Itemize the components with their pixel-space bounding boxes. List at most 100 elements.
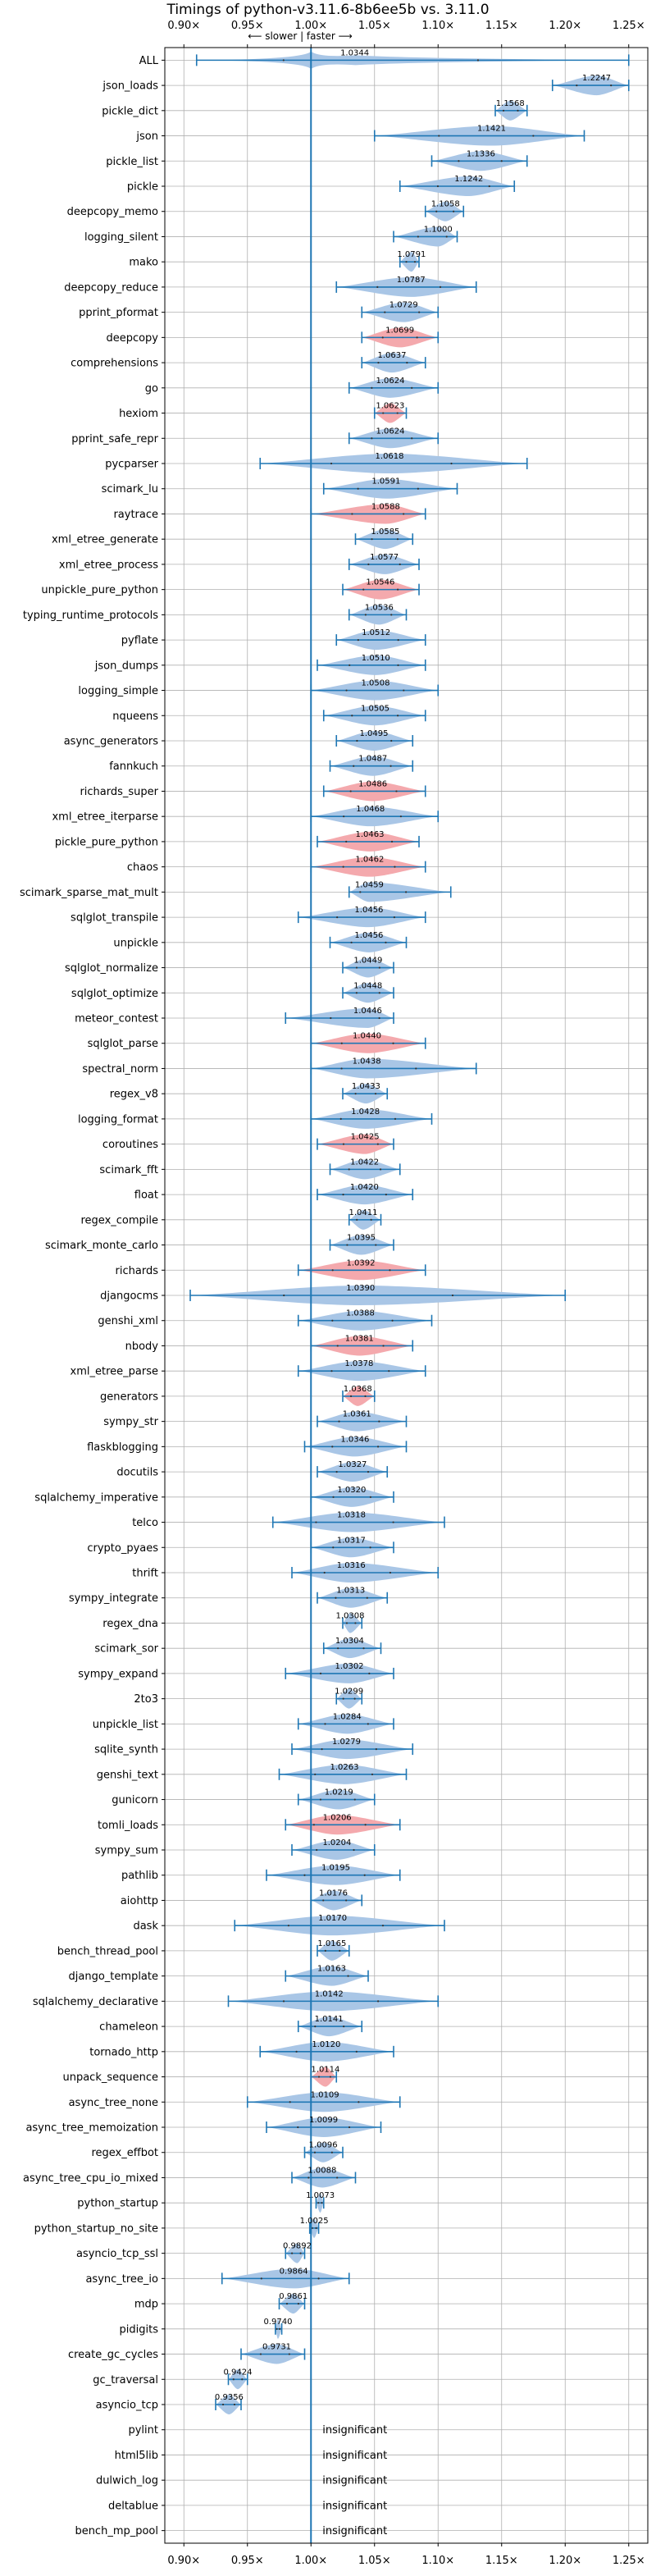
value-label: 1.0440 [353,1032,381,1041]
quartile-mark [377,2000,380,2003]
quartile-mark [297,2126,299,2129]
x-tick-label-bottom: 1.25× [613,2555,645,2567]
category-label: nqueens [112,710,158,723]
value-label: 1.0433 [352,1082,380,1091]
quartile-mark [377,361,380,364]
quartile-mark [371,386,373,389]
quartile-mark [417,487,419,490]
value-label: 1.0320 [337,1486,366,1495]
quartile-mark [355,966,358,969]
category-label: json_dumps [94,660,158,672]
value-label: 1.0585 [371,528,399,537]
quartile-mark [342,1143,345,1145]
value-label: 1.0204 [322,1838,351,1848]
category-label: logging_format [78,1113,158,1126]
quartile-mark [346,1244,348,1246]
quartile-mark [405,891,408,893]
value-label: 1.0096 [309,2141,338,2150]
quartile-mark [411,437,413,440]
quartile-mark [348,2126,351,2129]
quartile-mark [385,941,387,943]
value-label: 1.0411 [348,1208,377,1217]
value-label: 1.0487 [358,755,387,764]
category-label: pidigits [120,2323,159,2336]
value-label: 1.0316 [337,1561,366,1570]
category-label: typing_runtime_protocols [23,610,158,622]
quartile-mark [313,2151,317,2154]
x-tick-label-bottom: 0.90× [167,2555,200,2567]
value-label: 1.0449 [353,957,382,966]
quartile-mark [315,1521,317,1523]
category-label: pickle_pure_python [55,836,158,848]
quartile-mark [339,1949,341,1953]
category-label: bench_thread_pool [57,1945,158,1957]
category-label: pathlib [121,1870,158,1882]
quartile-mark [317,2202,320,2204]
quartile-mark [438,135,440,137]
quartile-mark [378,966,380,969]
quartile-mark [337,1647,339,1650]
x-tick-label-top: 1.15× [485,20,518,32]
quartile-mark [330,1016,332,1020]
quartile-mark [312,1824,315,1826]
category-label: crypto_pyaes [87,1542,158,1555]
quartile-mark [349,790,352,792]
value-label: 1.0163 [317,1965,346,1974]
quartile-mark [397,638,399,642]
category-label: spectral_norm [82,1063,158,1076]
category-label: scimark_sor [94,1643,158,1656]
value-label: 1.0624 [376,427,404,436]
quartile-mark [335,1470,338,1473]
category-label: aiohttp [121,1895,158,1907]
quartile-mark [330,462,333,465]
quartile-mark [435,210,438,212]
quartile-mark [233,2403,236,2406]
quartile-mark [330,1370,333,1372]
x-tick-label-top: 1.05× [358,20,391,32]
quartile-mark [322,1899,325,1902]
quartile-mark [403,689,405,692]
quartile-mark [413,261,417,263]
category-label: pickle_dict [102,105,158,117]
quartile-mark [345,1899,348,1902]
value-label: 0.9740 [263,2318,292,2327]
quartile-mark [338,1420,340,1423]
category-label: tomli_loads [98,1820,158,1832]
quartile-mark [453,210,455,212]
value-label: 1.1000 [424,225,453,234]
quartile-mark [353,1798,356,1801]
value-label: 1.0438 [353,1057,381,1066]
quartile-mark [576,84,578,87]
quartile-mark [303,1874,306,1876]
quartile-mark [369,1546,371,1549]
value-label: 1.0623 [376,402,404,411]
category-label: xml_etree_iterparse [52,811,158,824]
value-label: 1.0448 [353,981,382,990]
quartile-mark [450,462,453,465]
value-label: 1.0508 [361,679,390,688]
quartile-mark [396,715,399,717]
value-label: 1.0420 [350,1183,379,1192]
quartile-mark [394,866,396,868]
category-label: coroutines [102,1139,158,1151]
value-label: 1.0206 [323,1813,352,1822]
quartile-mark [396,412,399,414]
quartile-mark [364,1395,367,1398]
quartile-mark [388,1370,390,1372]
value-label: 1.0510 [362,654,390,663]
quartile-mark [399,815,402,818]
value-label: 1.0304 [335,1637,364,1646]
category-label: sympy_str [103,1416,158,1428]
value-label: 1.0512 [362,628,390,637]
quartile-mark [336,1345,339,1347]
quartile-mark [610,84,613,87]
quartile-mark [290,2252,294,2254]
category-label: 2to3 [134,1693,158,1706]
quartile-mark [297,2302,300,2305]
category-label: generators [100,1391,158,1403]
quartile-mark [241,2378,244,2381]
quartile-mark [376,1143,379,1145]
value-label: 1.0368 [344,1385,372,1394]
quartile-mark [389,1571,392,1574]
category-label: pylint [128,2424,158,2437]
